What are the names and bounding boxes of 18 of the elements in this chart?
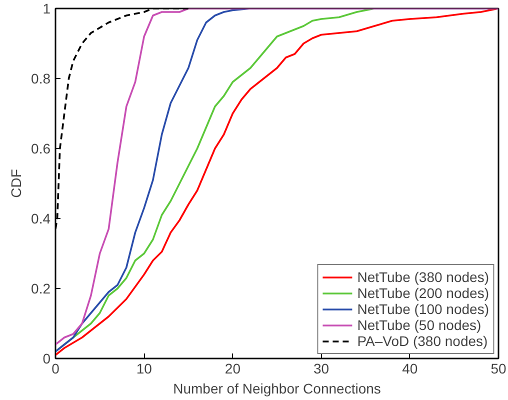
x-tick-label: 40 [402,360,418,376]
y-tick-label: 0 [42,350,51,366]
legend-label: NetTube (200 nodes) [357,285,489,301]
y-axis-title: CDF [8,169,24,198]
y-tick-label: 0.4 [31,210,51,226]
x-tick-label: 10 [136,360,152,376]
y-tick-label: 0.6 [31,140,51,156]
y-tick-label: 1 [42,0,51,16]
y-tick-label: 0.8 [31,70,51,86]
legend-label: PA–VoD (380 nodes) [357,333,488,349]
legend-label: NetTube (100 nodes) [357,301,489,317]
legend-label: NetTube (50 nodes) [357,317,482,333]
x-tick-label: 50 [490,360,506,376]
legend-label: NetTube (380 nodes) [357,269,489,285]
x-tick-label: 20 [224,360,241,376]
y-tick-label: 0.2 [31,280,51,296]
x-tick-label: 30 [314,360,330,376]
x-axis-title: Number of Neighbor Connections [173,380,381,396]
